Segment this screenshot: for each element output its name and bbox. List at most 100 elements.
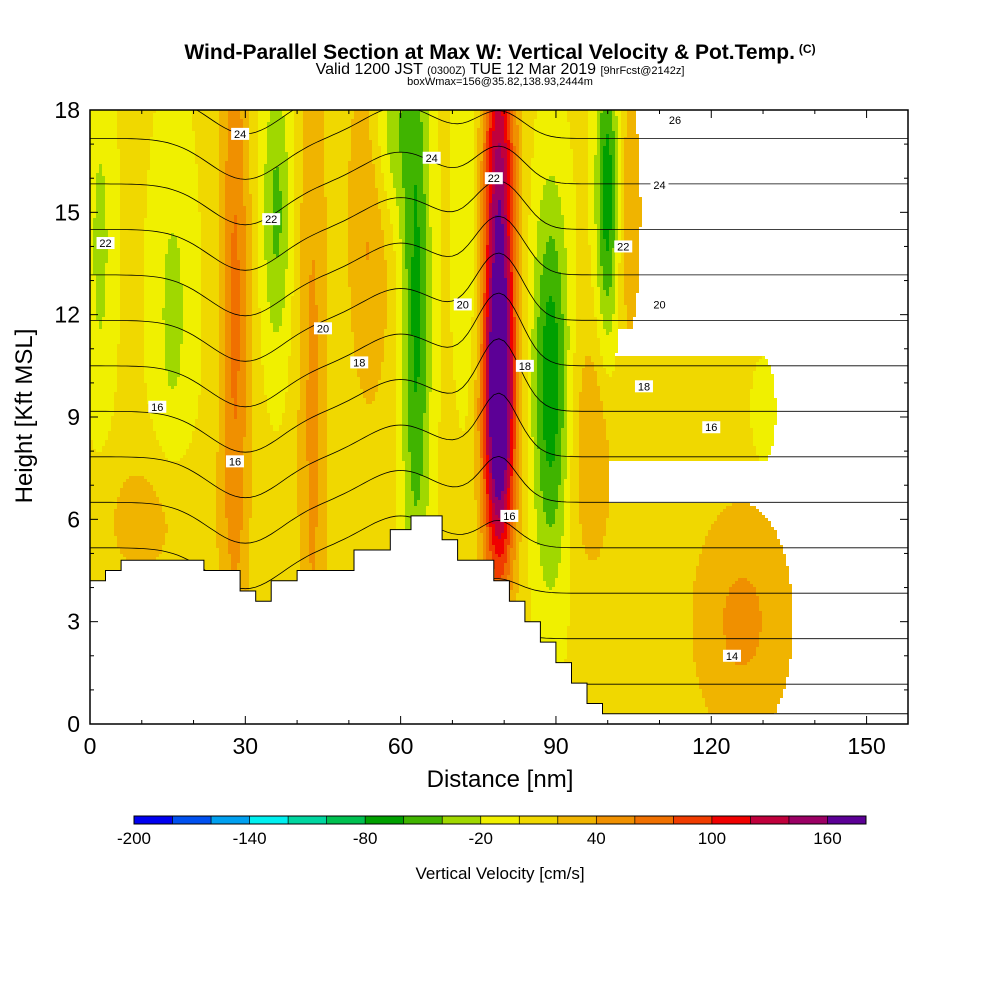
velocity-cell	[621, 176, 624, 179]
velocity-cell	[510, 344, 513, 347]
velocity-cell	[513, 161, 516, 164]
velocity-cell	[219, 203, 225, 206]
velocity-cell	[120, 314, 144, 317]
velocity-cell	[552, 236, 564, 239]
velocity-cell	[474, 158, 477, 161]
velocity-cell	[117, 362, 144, 365]
velocity-cell	[240, 116, 249, 119]
velocity-cell	[597, 239, 600, 242]
velocity-cell	[396, 314, 402, 317]
velocity-cell	[618, 185, 621, 188]
velocity-cell	[390, 167, 402, 170]
velocity-cell	[582, 377, 597, 380]
velocity-cell	[588, 113, 597, 116]
velocity-cell	[492, 200, 498, 203]
velocity-cell	[516, 311, 519, 314]
velocity-cell	[489, 188, 492, 191]
velocity-cell	[513, 209, 516, 212]
velocity-cell	[537, 359, 543, 362]
velocity-cell	[426, 197, 429, 200]
velocity-cell	[426, 245, 432, 248]
velocity-cell	[486, 233, 489, 236]
velocity-cell	[300, 293, 309, 296]
velocity-cell	[480, 377, 483, 380]
velocity-cell	[516, 224, 519, 227]
velocity-cell	[504, 263, 507, 266]
velocity-cell	[600, 299, 615, 302]
velocity-cell	[570, 128, 588, 131]
velocity-cell	[510, 272, 513, 275]
velocity-cell	[300, 239, 327, 242]
velocity-cell	[576, 272, 591, 275]
velocity-cell	[417, 188, 423, 191]
velocity-cell	[243, 143, 249, 146]
velocity-cell	[225, 215, 234, 218]
velocity-cell	[324, 170, 348, 173]
velocity-cell	[567, 356, 573, 359]
velocity-cell	[405, 209, 414, 212]
velocity-cell	[606, 242, 609, 245]
velocity-cell	[507, 245, 510, 248]
velocity-cell	[90, 128, 117, 131]
velocity-cell	[402, 179, 423, 182]
velocity-cell	[225, 194, 243, 197]
velocity-cell	[474, 164, 477, 167]
velocity-cell	[237, 371, 246, 374]
velocity-cell	[168, 242, 177, 245]
velocity-cell	[309, 293, 315, 296]
velocity-cell	[624, 269, 639, 272]
velocity-cell	[489, 239, 492, 242]
velocity-cell	[156, 110, 192, 113]
velocity-cell	[402, 185, 414, 188]
velocity-cell	[420, 335, 426, 338]
velocity-cell	[387, 134, 399, 137]
velocity-cell	[576, 266, 591, 269]
velocity-cell	[528, 377, 531, 380]
velocity-cell	[564, 317, 567, 320]
velocity-cell	[489, 137, 492, 140]
velocity-cell	[309, 368, 318, 371]
velocity-cell	[201, 218, 219, 221]
velocity-cell	[261, 350, 291, 353]
copyright-mark: (C)	[798, 42, 816, 56]
velocity-cell	[603, 365, 615, 368]
velocity-cell	[558, 368, 564, 371]
velocity-cell	[180, 362, 201, 365]
velocity-cell	[534, 137, 570, 140]
velocity-cell	[489, 287, 492, 290]
velocity-cell	[414, 200, 417, 203]
velocity-cell	[543, 341, 558, 344]
velocity-cell	[615, 365, 756, 368]
velocity-cell	[318, 305, 327, 308]
velocity-cell	[510, 224, 513, 227]
velocity-cell	[120, 284, 144, 287]
velocity-cell	[249, 191, 258, 194]
velocity-cell	[486, 287, 489, 290]
velocity-cell	[474, 284, 477, 287]
velocity-cell	[615, 155, 618, 158]
velocity-cell	[516, 371, 519, 374]
velocity-cell	[96, 305, 105, 308]
velocity-cell	[351, 323, 387, 326]
velocity-cell	[252, 341, 261, 344]
velocity-cell	[438, 152, 450, 155]
velocity-cell	[507, 194, 510, 197]
velocity-cell	[432, 347, 441, 350]
velocity-cell	[120, 176, 147, 179]
velocity-cell	[426, 254, 432, 257]
velocity-cell	[432, 305, 441, 308]
velocity-cell	[558, 338, 564, 341]
velocity-cell	[558, 269, 567, 272]
velocity-cell	[510, 197, 513, 200]
velocity-cell	[528, 320, 534, 323]
velocity-cell	[273, 176, 279, 179]
velocity-cell	[105, 302, 120, 305]
velocity-cell	[441, 329, 450, 332]
velocity-cell	[519, 248, 522, 251]
velocity-cell	[594, 311, 600, 314]
velocity-cell	[483, 125, 486, 128]
velocity-cell	[432, 293, 441, 296]
velocity-cell	[624, 257, 639, 260]
velocity-cell	[576, 191, 588, 194]
velocity-cell	[252, 212, 258, 215]
